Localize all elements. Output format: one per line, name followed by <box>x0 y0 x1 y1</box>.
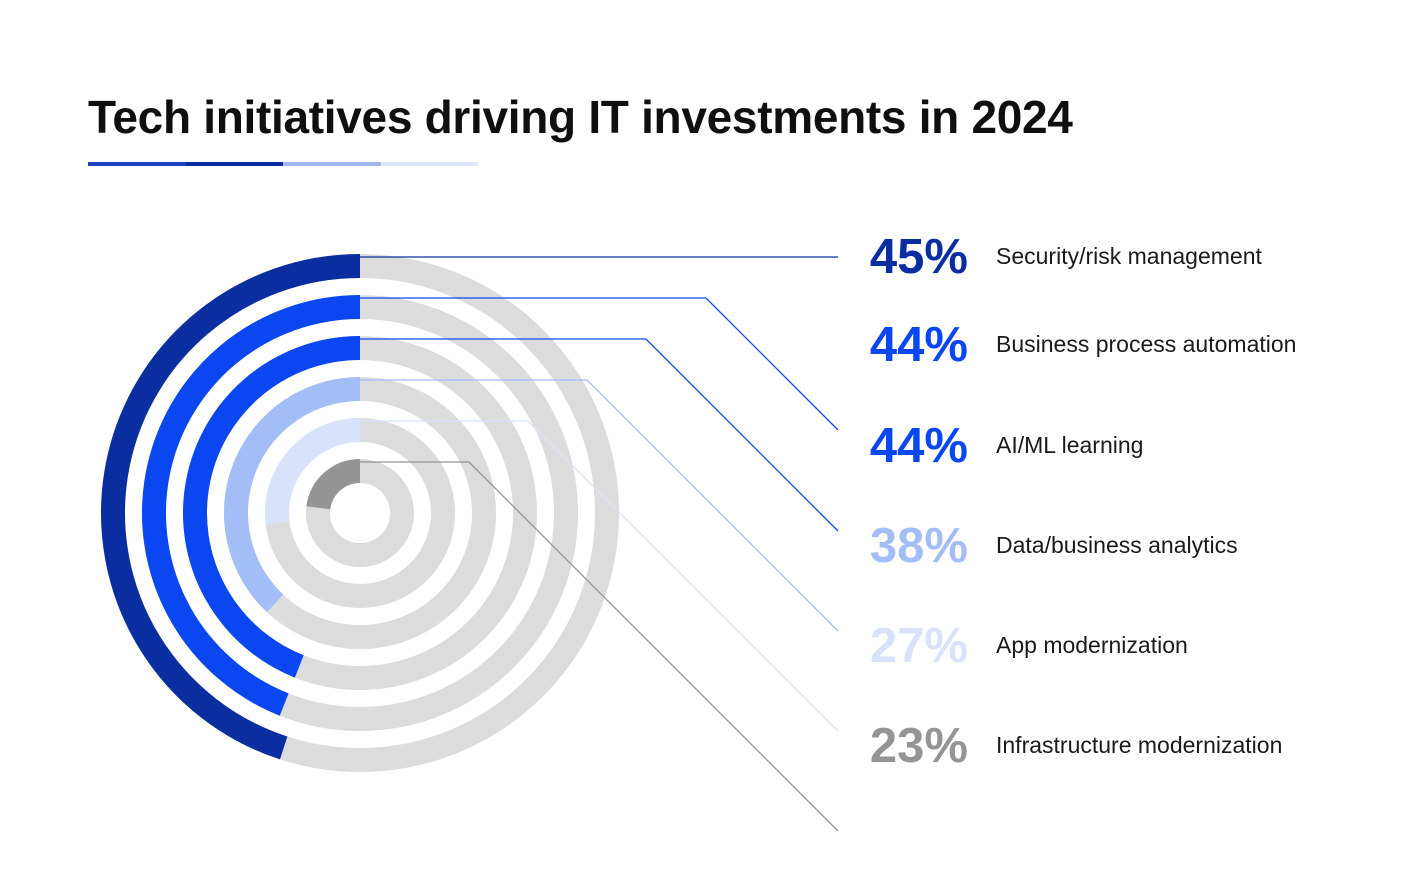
ring-1 <box>101 254 619 772</box>
underline-segment <box>88 162 186 166</box>
underline-segment <box>283 162 381 166</box>
percent-value: 23% <box>870 719 968 773</box>
leader-line <box>360 338 839 532</box>
ring-5 <box>265 418 455 608</box>
initiative-label: AI/ML learning <box>996 432 1143 458</box>
leader-line <box>360 461 839 832</box>
leader-line <box>360 297 839 431</box>
ring-2 <box>142 295 578 731</box>
initiative-label: Security/risk management <box>996 243 1262 269</box>
ring-value-arc <box>183 336 361 678</box>
initiative-label: Infrastructure modernization <box>996 732 1282 758</box>
underline-segment <box>185 162 283 166</box>
title-underline <box>88 162 478 166</box>
percent-value: 44% <box>870 318 968 372</box>
percent-value: 38% <box>870 519 968 573</box>
underline-segment <box>380 162 478 166</box>
percent-value: 45% <box>870 230 968 284</box>
ring-value-arc <box>224 377 361 613</box>
leader-line <box>360 379 839 632</box>
ring-value-arc <box>142 295 361 716</box>
percent-value: 44% <box>870 419 968 473</box>
ring-6 <box>306 459 414 567</box>
initiative-label: App modernization <box>996 632 1188 658</box>
ring-value-arc <box>265 418 361 525</box>
chart-title: Tech initiatives driving IT investments … <box>88 91 1073 143</box>
initiative-label: Data/business analytics <box>996 532 1238 558</box>
ring-value-arc <box>101 254 361 760</box>
initiative-label: Business process automation <box>996 331 1296 357</box>
ring-4 <box>224 377 496 649</box>
percent-value: 27% <box>870 619 968 673</box>
ring-3 <box>183 336 537 690</box>
ring-value-arc <box>306 459 361 510</box>
leader-line <box>360 420 839 732</box>
